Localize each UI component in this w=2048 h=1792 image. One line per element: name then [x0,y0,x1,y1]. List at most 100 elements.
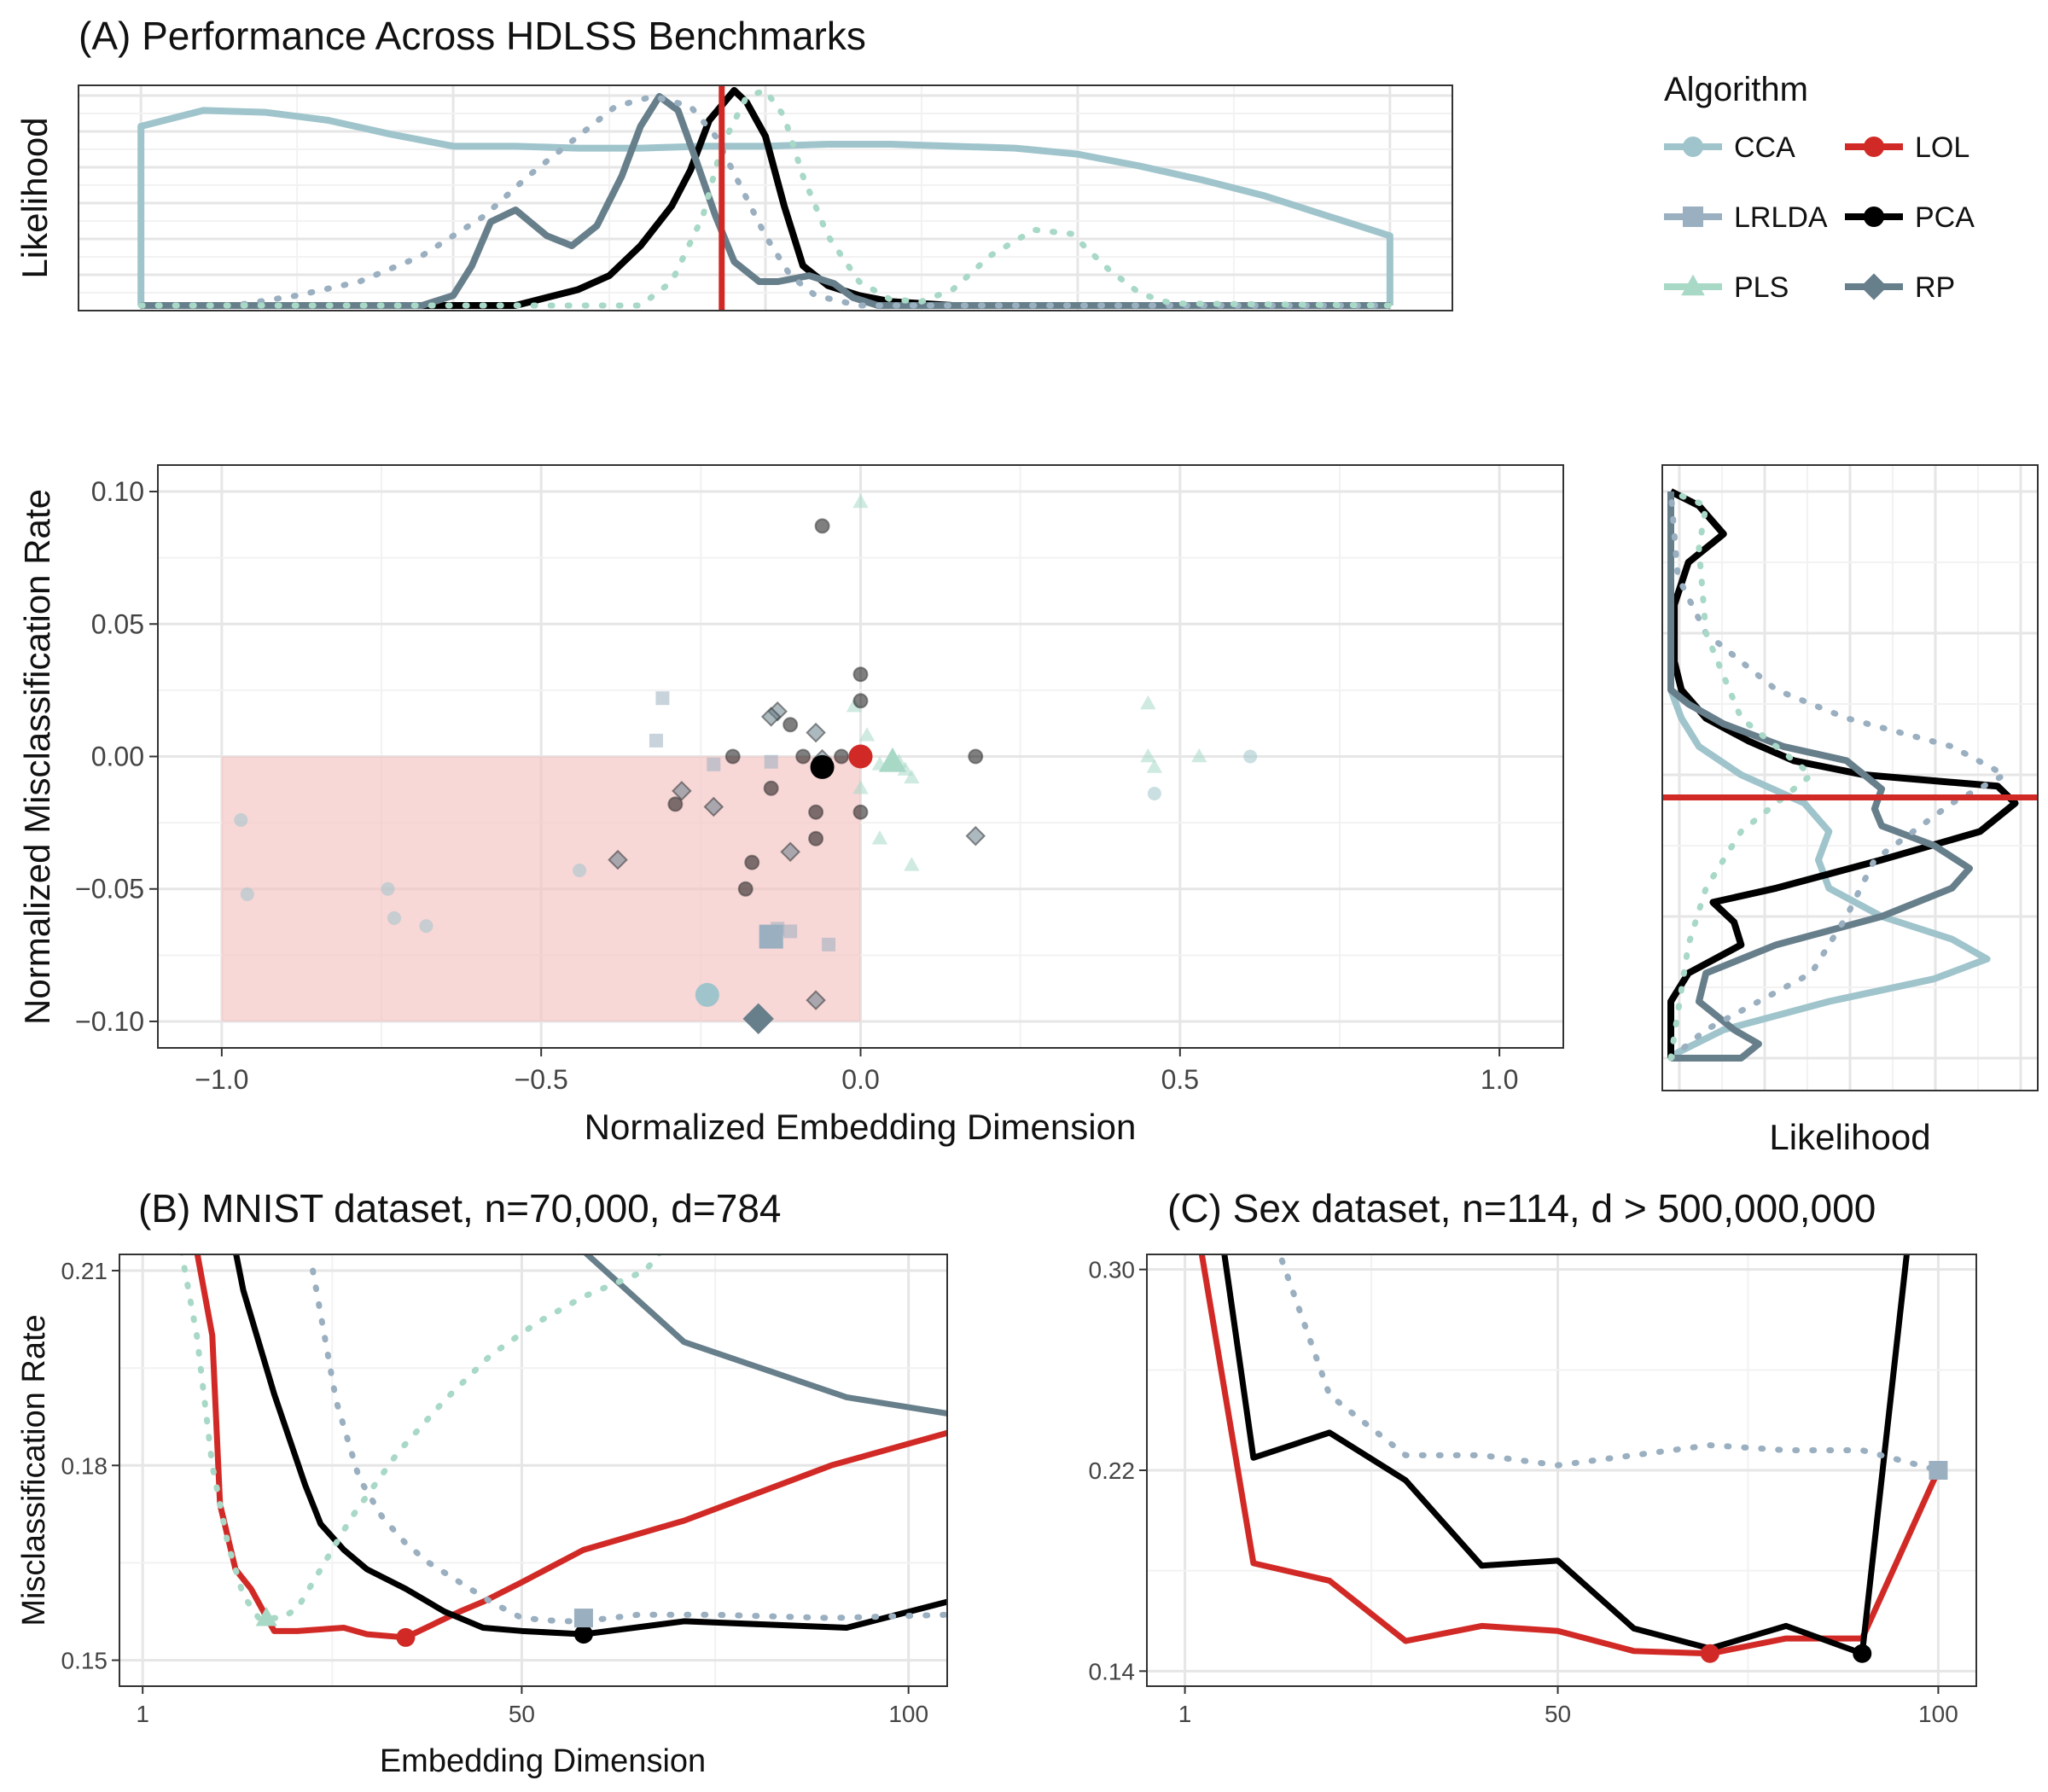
density-line-lrlda [1667,488,2008,1062]
point-pca [744,854,760,870]
point-pls [1140,695,1156,710]
density-line-pca [141,87,1390,309]
x-tick-label: 50 [509,1701,535,1727]
legend-label: PCA [1915,201,1975,234]
min-point-pls [255,1606,277,1626]
point-cca [1147,786,1161,800]
legend-label: RP [1915,271,1955,304]
panel-a-scatter: −1.0 −0.5 0.0 0.5 1.0 −0.10 −0.05 0.00 0.05 0.10 [75,464,1564,1095]
point-cca [381,881,395,896]
legend-label: LOL [1915,131,1969,164]
legend-item-pls: PLS [1664,271,1789,304]
point-pca [763,780,779,796]
legend-title: Algorithm [1664,71,1808,108]
x-tick-label: 0.0 [841,1064,879,1095]
min-point-pca [573,1625,593,1644]
min-point-lrlda [573,1609,593,1628]
panel-b-xlabel: Embedding Dimension [380,1743,706,1779]
point-pls [871,830,888,845]
point-pls [1146,759,1163,773]
point-pca [783,717,799,733]
min-point-lol [1700,1644,1719,1663]
point-pls [858,727,876,742]
legend-label: LRLDA [1734,201,1828,234]
legend-swatch-marker [1860,273,1888,300]
point-pls [904,857,920,871]
point-pca [808,804,824,820]
line-pca [1221,1254,1910,1657]
line-rp [582,1254,947,1417]
point-pca [724,748,741,765]
point-rp [780,841,800,863]
panel-b-title: (B) MNIST dataset, n=70,000, d=784 [138,1186,782,1231]
mean-point-pca [810,754,835,779]
x-tick-label: 1.0 [1481,1064,1518,1095]
x-tick-label: 50 [1545,1701,1571,1727]
point-lrlda [649,733,663,748]
point-cca [234,813,248,828]
y-tick-label: 0.05 [91,608,144,639]
mean-point-pls [878,747,907,772]
density-line-pls [137,87,1393,309]
lol-better-region [221,756,861,1021]
point-pca [814,518,830,534]
x-tick-label: 0.5 [1161,1064,1199,1095]
point-rp [672,781,692,801]
panel-a-right-density [1661,464,2039,1091]
line-pca [233,1254,947,1638]
legend-label: CCA [1734,131,1795,164]
point-cca [240,887,254,901]
panel-a-top-ylabel: Likelihood [15,117,55,278]
panel-a-scatter-xlabel: Normalized Embedding Dimension [585,1107,1137,1147]
point-cca [419,919,433,934]
y-tick-label: 0.14 [1089,1658,1136,1684]
y-tick-label: −0.05 [75,874,144,905]
density-line-rp [1667,492,1973,1062]
point-pca [968,748,984,765]
x-tick-label: −1.0 [195,1064,248,1095]
legend-swatch-marker [1864,137,1884,157]
panel-a-right-xlabel: Likelihood [1769,1117,1930,1157]
point-pca [852,693,869,709]
legend: Algorithm CCA LOL LRLDA PCA PLS RP [1664,71,1975,304]
x-tick-label: 1 [136,1701,149,1727]
point-rp [703,796,724,817]
min-point-lrlda [1929,1461,1948,1480]
y-tick-label: 0.15 [61,1648,108,1674]
point-pca [834,748,850,765]
point-cca [573,863,587,877]
line-lrlda [1277,1254,1941,1474]
y-tick-label: −0.10 [75,1006,144,1037]
point-lrlda [655,691,670,706]
density-line-pls [1667,488,1815,1062]
point-pls [1140,748,1156,763]
legend-item-cca: CCA [1664,131,1795,164]
point-cca [1243,749,1258,764]
x-tick-label: 100 [888,1701,928,1727]
legend-swatch-marker [1864,207,1884,227]
mean-point-lol [848,744,873,769]
y-tick-label: 0.22 [1089,1457,1136,1484]
point-pca [808,830,824,847]
panel-b-plot: 1 50 100 0.15 0.18 0.21 [61,1254,948,1727]
panel-a-title: (A) Performance Across HDLSS Benchmarks [79,14,866,58]
point-pca [667,796,684,812]
panel-c-plot: 1 50 100 0.14 0.22 0.30 [1089,1254,1977,1727]
y-tick-label: 0.10 [91,476,144,507]
point-pls [852,493,869,509]
point-rp [806,990,826,1010]
min-point-lol [396,1627,416,1647]
legend-item-rp: RP [1845,271,1955,304]
line-lrlda [310,1267,947,1625]
line-lol [194,1254,947,1641]
point-cca [387,911,401,925]
point-rp [806,722,826,743]
legend-item-lrlda: LRLDA [1664,201,1828,234]
point-lrlda [783,924,798,939]
legend-swatch-marker [1683,207,1703,227]
x-tick-label: −0.5 [515,1064,568,1095]
legend-swatch-marker [1683,137,1703,157]
point-pca [737,881,753,897]
legend-item-pca: PCA [1845,201,1975,234]
mean-point-rp [742,1003,774,1035]
